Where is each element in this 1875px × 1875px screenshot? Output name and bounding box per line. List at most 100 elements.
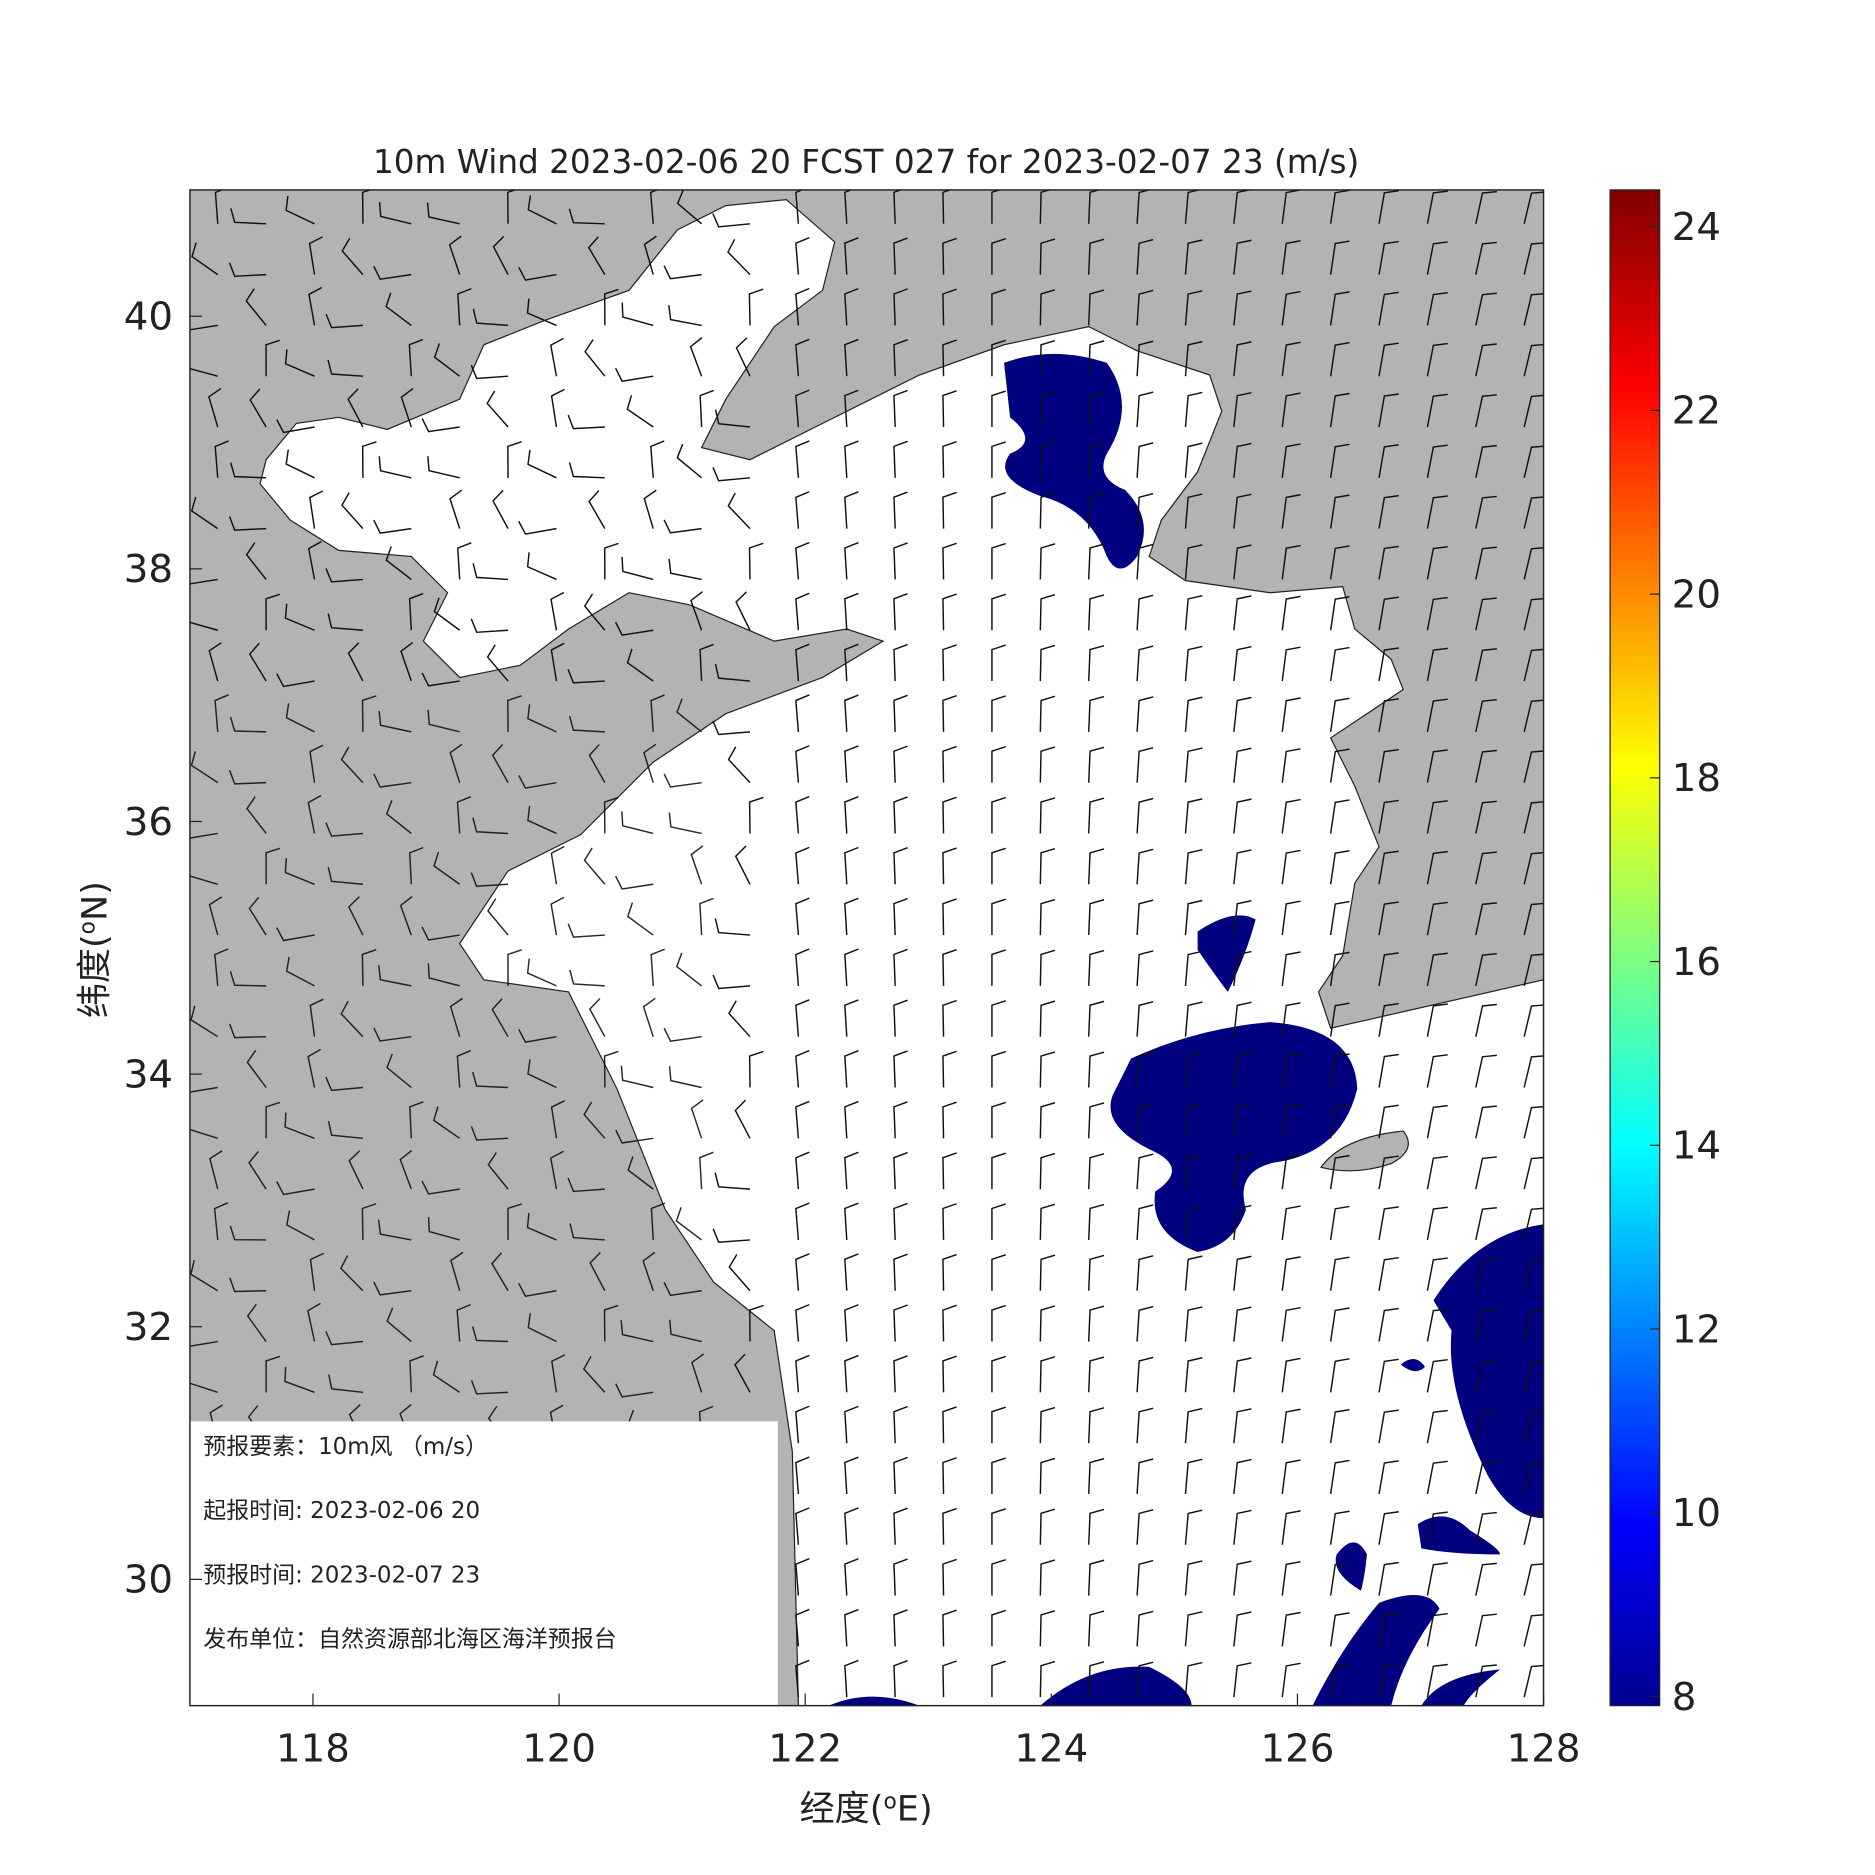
wind-barb bbox=[347, 896, 364, 936]
label-part: 纬度( bbox=[74, 934, 115, 1018]
wind-barb bbox=[735, 337, 751, 377]
wind-barb bbox=[1039, 848, 1056, 885]
wind-barb bbox=[795, 287, 810, 326]
wind-barb bbox=[378, 965, 412, 987]
wind-barb bbox=[1184, 544, 1203, 580]
wind-barb bbox=[213, 1202, 229, 1240]
wind-barb bbox=[1087, 848, 1105, 885]
wind-barb bbox=[1378, 1561, 1399, 1596]
wind-barb bbox=[942, 694, 957, 732]
wind-barb bbox=[1475, 444, 1497, 478]
wind-barb bbox=[1233, 1052, 1252, 1088]
wind-barb bbox=[427, 709, 460, 733]
colorbar-tick-label: 22 bbox=[1672, 389, 1721, 434]
wind-barb bbox=[1329, 1104, 1350, 1139]
wind-barb bbox=[795, 1253, 810, 1291]
map-title: 10m Wind 2023-02-06 20 FCST 027 for 2023… bbox=[373, 143, 1359, 181]
wind-barb bbox=[348, 1150, 364, 1190]
wind-barb bbox=[1039, 492, 1056, 529]
wind-barb bbox=[942, 1406, 957, 1444]
wind-barb bbox=[1087, 1407, 1105, 1444]
wind-barb bbox=[1281, 1306, 1301, 1342]
wind-barb bbox=[549, 337, 564, 377]
wind-barb bbox=[1184, 442, 1203, 478]
wind-barb bbox=[378, 456, 412, 479]
wind-barb bbox=[1233, 493, 1252, 529]
label-part: o bbox=[75, 921, 100, 934]
wind-barb bbox=[1136, 1153, 1154, 1190]
wind-barb bbox=[844, 1151, 859, 1190]
wind-barb bbox=[735, 591, 751, 631]
wind-barb bbox=[492, 489, 509, 529]
wind-barb bbox=[893, 1304, 908, 1342]
wind-barb bbox=[550, 591, 565, 631]
wind-barb bbox=[361, 949, 377, 986]
wind-barb bbox=[795, 795, 810, 834]
wind-barb bbox=[650, 694, 665, 732]
wind-barb bbox=[893, 1050, 908, 1088]
wind-barb bbox=[795, 1151, 810, 1190]
wind-barb bbox=[385, 292, 412, 326]
wind-barb bbox=[567, 1177, 605, 1193]
wind-barb bbox=[526, 958, 557, 987]
wind-barb bbox=[284, 1112, 315, 1139]
wind-barb bbox=[795, 1557, 810, 1596]
wind-barb bbox=[844, 592, 859, 631]
wind-barb bbox=[245, 542, 267, 580]
wind-barb bbox=[1378, 748, 1399, 783]
wind-barb bbox=[325, 1076, 363, 1092]
wind-barb bbox=[361, 695, 377, 732]
label-part: o bbox=[883, 1789, 896, 1814]
wind-barb bbox=[1039, 1559, 1056, 1596]
wind-barb bbox=[1136, 746, 1154, 783]
wind-barb bbox=[991, 949, 1006, 986]
wind-barb bbox=[893, 542, 908, 580]
wind-barb bbox=[208, 387, 222, 428]
wind-barb bbox=[1039, 1254, 1056, 1291]
colorbar-tick-label: 14 bbox=[1672, 1124, 1721, 1169]
wind-barb bbox=[1184, 290, 1203, 326]
wind-barb bbox=[1523, 242, 1544, 275]
wind-barb bbox=[620, 1065, 654, 1089]
wind-barb bbox=[712, 213, 751, 228]
wind-barb bbox=[214, 440, 229, 478]
wind-barb bbox=[1329, 697, 1350, 732]
wind-barb bbox=[1087, 340, 1105, 377]
wind-barb bbox=[1233, 645, 1252, 682]
wind-barb bbox=[1184, 645, 1203, 682]
wind-barb bbox=[265, 339, 281, 377]
wind-barb bbox=[1087, 543, 1105, 580]
wind-barb bbox=[1523, 1309, 1544, 1342]
wind-barb bbox=[663, 265, 702, 280]
wind-barb bbox=[470, 1379, 509, 1395]
wind-barb bbox=[1039, 593, 1056, 631]
wind-barb bbox=[248, 896, 267, 936]
wind-barb bbox=[1523, 191, 1544, 224]
wind-barb bbox=[1523, 801, 1544, 834]
wind-barb bbox=[893, 1456, 908, 1494]
wind-barb bbox=[649, 189, 659, 224]
wind-barb bbox=[642, 1251, 656, 1291]
wind-barb bbox=[1233, 1408, 1252, 1444]
wind-barb bbox=[893, 338, 908, 377]
wind-barb bbox=[844, 541, 859, 580]
wind-barb bbox=[1136, 1509, 1154, 1545]
wind-barb bbox=[1475, 851, 1497, 885]
wind-barb bbox=[276, 1181, 315, 1196]
wind-barb bbox=[1281, 341, 1301, 377]
wind-barb bbox=[893, 1609, 908, 1647]
wind-barb bbox=[844, 1050, 859, 1088]
wind-barb bbox=[1523, 343, 1544, 377]
wind-barb bbox=[1087, 1153, 1105, 1190]
wind-barb bbox=[893, 745, 908, 783]
wind-barb bbox=[942, 847, 957, 885]
wind-barb bbox=[1426, 393, 1448, 428]
wind-barb bbox=[1039, 1660, 1056, 1698]
wind-barb bbox=[1136, 1458, 1154, 1494]
wind-barb bbox=[325, 313, 363, 329]
wind-barb bbox=[1184, 696, 1203, 732]
wind-barb bbox=[893, 440, 908, 478]
wind-barb bbox=[470, 364, 509, 380]
wind-barb bbox=[893, 1151, 908, 1190]
wind-barb bbox=[327, 613, 363, 631]
